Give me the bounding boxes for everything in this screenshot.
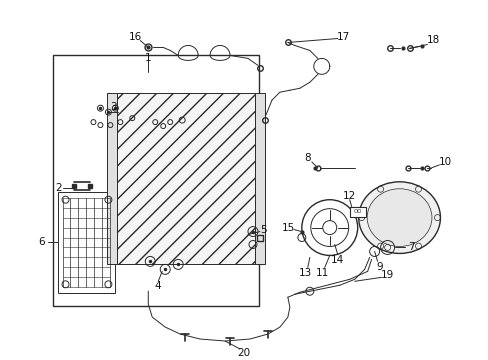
Text: 5: 5 [260,225,267,235]
Text: 15: 15 [282,222,295,233]
Text: 20: 20 [237,348,250,358]
Text: 4: 4 [155,281,161,291]
Bar [52,55,259,306]
Bar [117,93,254,264]
Text: 7: 7 [407,243,414,252]
Text: 12: 12 [343,191,356,201]
Ellipse shape [358,182,440,253]
Text: 13: 13 [299,268,312,278]
Text: 8: 8 [304,153,310,163]
Text: 11: 11 [316,268,329,278]
Text: 14: 14 [330,255,344,265]
Text: OO: OO [353,209,361,214]
Text: 6: 6 [38,237,45,247]
Bar [254,93,264,264]
Text: 16: 16 [128,32,142,41]
Bar [349,207,365,217]
Text: 17: 17 [336,32,349,41]
Text: 2: 2 [55,183,61,193]
Bar [107,93,117,264]
Text: 1: 1 [144,53,151,63]
Bar [58,192,115,293]
Ellipse shape [366,189,431,247]
Text: 9: 9 [376,262,382,273]
Text: 3: 3 [110,102,117,112]
Text: 18: 18 [426,36,439,45]
Text: 10: 10 [438,157,451,167]
Text: 19: 19 [380,270,393,280]
